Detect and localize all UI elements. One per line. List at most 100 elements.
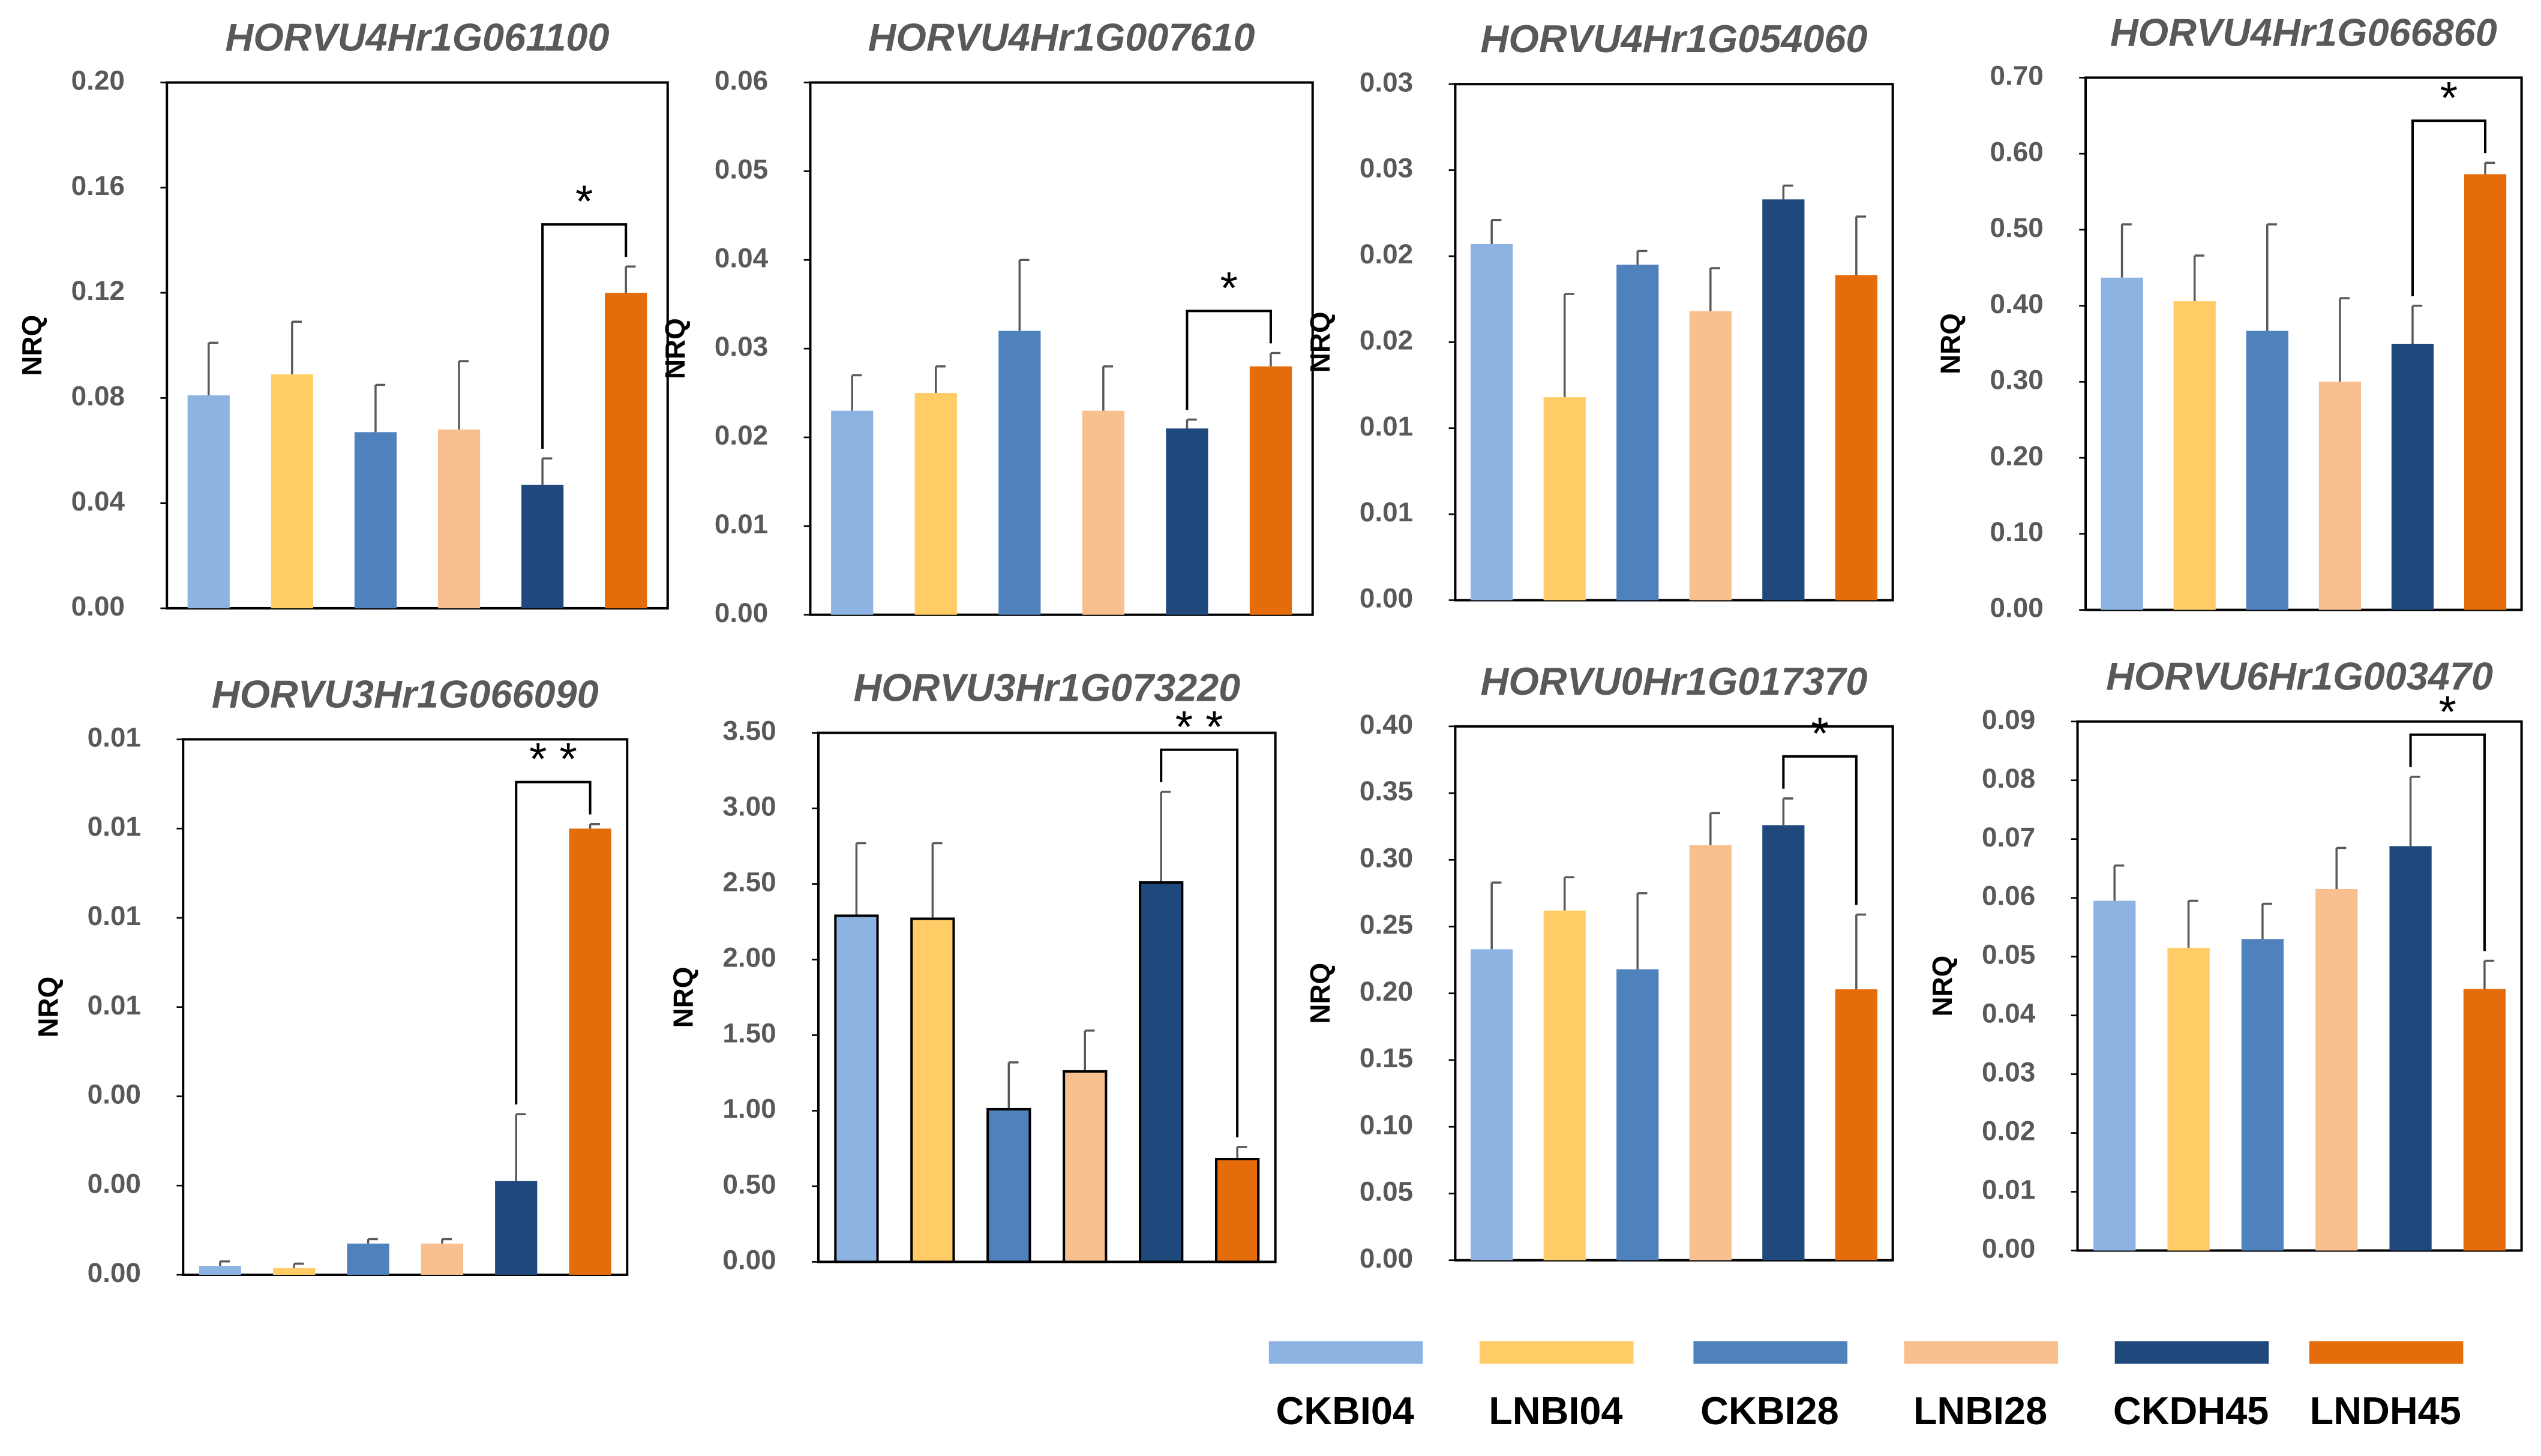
chart-title: HORVU3Hr1G073220 [853, 666, 1240, 710]
significance-label: * [2439, 687, 2456, 737]
bar [605, 293, 647, 608]
y-axis-label: NRQ [1927, 956, 1958, 1017]
bar [914, 393, 957, 615]
bar [2391, 344, 2434, 610]
y-tick-label: 2.50 [722, 866, 776, 897]
y-tick-label: 0.10 [1360, 1109, 1413, 1140]
y-tick-label: 0.30 [1360, 842, 1413, 873]
bar [2464, 174, 2507, 610]
bar [199, 1266, 241, 1275]
y-tick-label: 0.20 [71, 65, 125, 96]
plot-frame [817, 731, 1277, 1263]
plot-frame [166, 81, 669, 610]
bar [910, 917, 955, 1263]
y-tick-label: 0.00 [1982, 1233, 2035, 1264]
y-tick-label: 0.04 [715, 242, 769, 273]
y-tick-label: 0.10 [1990, 516, 2043, 547]
bar [2093, 900, 2136, 1251]
bar [1166, 428, 1208, 615]
bar [354, 432, 397, 608]
y-tick-label: 0.07 [1982, 821, 2035, 852]
chart-title: HORVU4Hr1G061100 [225, 16, 609, 59]
y-axis-label: NRQ [1935, 313, 1966, 374]
y-tick-label: 0.01 [88, 989, 141, 1020]
y-tick-label: 3.50 [722, 715, 776, 746]
chart-title: HORVU6Hr1G003470 [2106, 655, 2493, 698]
legend-label: CKDH45 [2113, 1389, 2269, 1433]
bar [437, 429, 481, 608]
y-tick-label: 0.60 [1990, 136, 2043, 167]
y-axis-label: NRQ [1304, 311, 1336, 373]
y-tick-label: 0.02 [1360, 324, 1413, 355]
y-tick-label: 0.04 [1982, 998, 2036, 1029]
bar [1139, 881, 1184, 1263]
y-tick-label: 0.03 [1360, 66, 1413, 97]
bar [1835, 989, 1877, 1260]
y-axis-label: NRQ [1304, 963, 1336, 1024]
bar [2389, 846, 2432, 1251]
significance-bracket [2409, 733, 2486, 951]
y-tick-label: 0.02 [1982, 1115, 2035, 1146]
significance-label: * * [529, 734, 577, 785]
bar [2246, 331, 2288, 610]
y-tick-label: 0.01 [1360, 410, 1413, 442]
legend-label: LNDH45 [2310, 1389, 2461, 1433]
y-tick-label: 0.01 [1982, 1174, 2035, 1205]
significance-bracket [2411, 119, 2487, 296]
y-tick-label: 3.00 [722, 791, 776, 822]
legend-label: LNBI04 [1489, 1389, 1622, 1433]
plot-frame [182, 738, 629, 1276]
y-tick-label: 0.05 [1982, 939, 2035, 970]
legend-swatch [1479, 1341, 1634, 1364]
y-axis-label: NRQ [659, 318, 691, 379]
y-tick-label: 0.01 [88, 722, 141, 753]
bar [521, 484, 564, 608]
bar [1249, 366, 1292, 615]
plot-frame [809, 81, 1314, 616]
bar [1762, 199, 1805, 601]
chart-title: HORVU4Hr1G054060 [1481, 17, 1868, 61]
bar [1543, 910, 1586, 1260]
y-tick-label: 0.02 [715, 419, 768, 451]
y-tick-label: 0.09 [1982, 704, 2035, 735]
legend-label: CKBI04 [1276, 1389, 1414, 1433]
y-tick-label: 0.00 [1360, 583, 1413, 614]
y-tick-label: 0.06 [715, 65, 768, 96]
bar [834, 914, 879, 1263]
bar [1762, 825, 1805, 1260]
y-tick-label: 0.00 [1360, 1242, 1413, 1274]
y-tick-label: 0.30 [1990, 364, 2043, 395]
bar [2463, 989, 2506, 1251]
bar [347, 1243, 389, 1275]
bar [986, 1107, 1031, 1263]
y-tick-label: 0.70 [1990, 60, 2043, 91]
bar [187, 395, 230, 608]
y-tick-label: 0.01 [715, 508, 768, 539]
bar [1471, 244, 1513, 601]
y-tick-label: 0.50 [1990, 212, 2043, 243]
y-tick-label: 0.20 [1990, 440, 2043, 471]
bar [1214, 1158, 1260, 1263]
legend-label: CKBI28 [1700, 1389, 1839, 1433]
y-tick-label: 0.01 [88, 810, 141, 842]
significance-label: * * [1175, 702, 1223, 752]
significance-bracket [1782, 755, 1858, 905]
bar [2167, 947, 2210, 1251]
significance-label: * [2440, 73, 2458, 124]
legend-swatch [2309, 1341, 2464, 1364]
y-tick-label: 0.15 [1360, 1042, 1413, 1073]
bar [2101, 277, 2143, 610]
plot-frame [2084, 76, 2523, 611]
y-tick-label: 0.25 [1360, 909, 1413, 940]
y-tick-label: 0.01 [1360, 496, 1413, 527]
bar [1689, 311, 1732, 601]
chart-title: HORVU4Hr1G007610 [868, 16, 1255, 59]
significance-bracket [1160, 748, 1239, 1137]
y-axis-label: NRQ [32, 977, 64, 1038]
bar [421, 1243, 464, 1275]
y-tick-label: 0.20 [1360, 975, 1413, 1007]
chart-title: HORVU4Hr1G066860 [2110, 10, 2497, 54]
bar [831, 410, 874, 615]
bar [495, 1181, 538, 1275]
